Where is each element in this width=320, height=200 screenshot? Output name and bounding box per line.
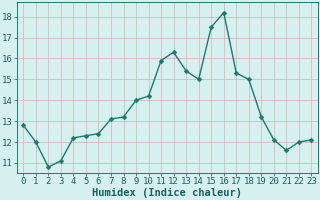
X-axis label: Humidex (Indice chaleur): Humidex (Indice chaleur) xyxy=(92,188,242,198)
